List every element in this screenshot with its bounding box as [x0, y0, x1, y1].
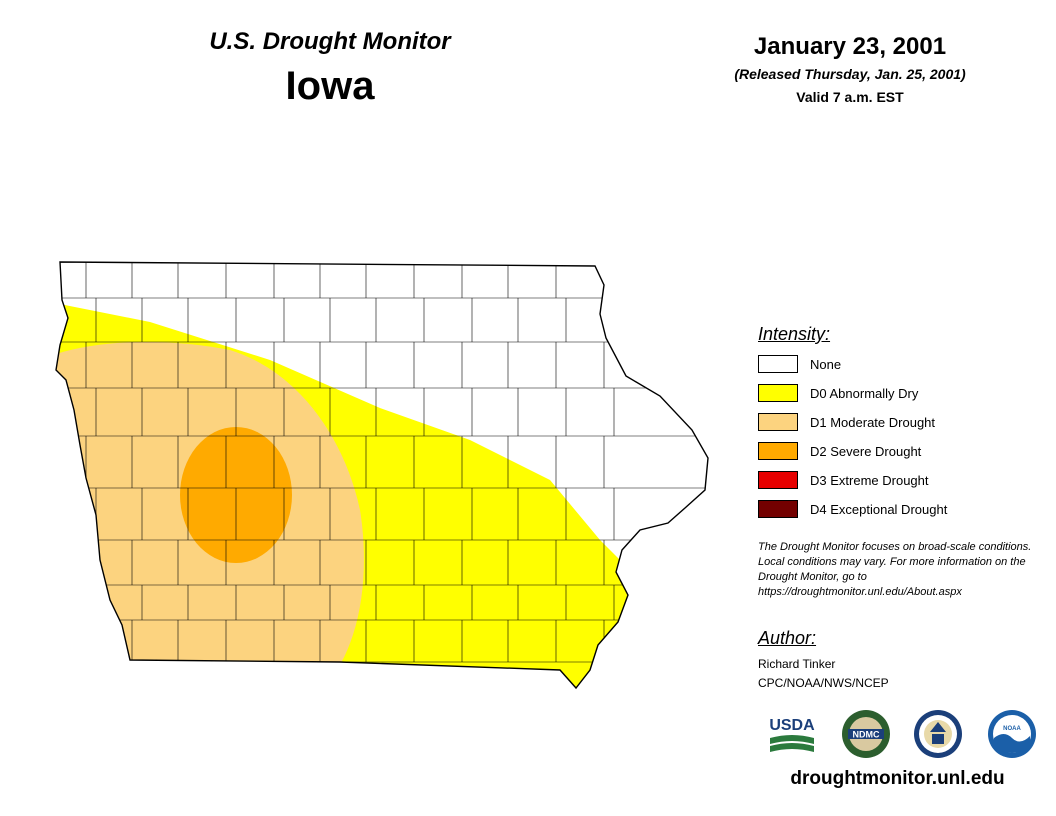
- ndmc-logo-icon: NDMC: [842, 710, 890, 758]
- author-organization: CPC/NOAA/NWS/NCEP: [758, 676, 889, 690]
- map-title: U.S. Drought Monitor: [209, 28, 451, 55]
- legend-swatch: [758, 500, 798, 518]
- svg-text:NOAA: NOAA: [1003, 726, 1021, 732]
- valid-time: Valid 7 a.m. EST: [796, 89, 904, 105]
- release-date: (Released Thursday, Jan. 25, 2001): [734, 66, 966, 82]
- author-name: Richard Tinker: [758, 657, 836, 671]
- commerce-seal-icon: [914, 710, 962, 758]
- usda-logo-icon: USDA: [769, 717, 815, 752]
- legend-label: D4 Exceptional Drought: [810, 502, 948, 517]
- legend-label: D3 Extreme Drought: [810, 473, 929, 488]
- legend-swatch: [758, 355, 798, 373]
- iowa-drought-map: [55, 261, 709, 690]
- state-outline: [55, 261, 709, 690]
- legend-swatch: [758, 384, 798, 402]
- website-link[interactable]: droughtmonitor.unl.edu: [790, 768, 1005, 789]
- svg-text:USDA: USDA: [769, 717, 815, 734]
- legend-swatch: [758, 471, 798, 489]
- region-title: Iowa: [285, 64, 375, 108]
- legend-swatch: [758, 442, 798, 460]
- legend-label: D0 Abnormally Dry: [810, 386, 919, 401]
- author-heading: Author:: [758, 628, 817, 648]
- legend-label: D1 Moderate Drought: [810, 415, 936, 430]
- svg-text:NDMC: NDMC: [853, 730, 880, 740]
- disclaimer-note: The Drought Monitor focuses on broad-sca…: [758, 541, 1032, 598]
- legend-swatch: [758, 413, 798, 431]
- county-lines: [56, 262, 708, 663]
- legend-title: Intensity:: [758, 324, 831, 344]
- legend-label: None: [810, 357, 842, 372]
- map-date: January 23, 2001: [753, 33, 947, 60]
- noaa-logo-icon: NOAA: [988, 710, 1036, 758]
- legend-label: D2 Severe Drought: [810, 444, 922, 459]
